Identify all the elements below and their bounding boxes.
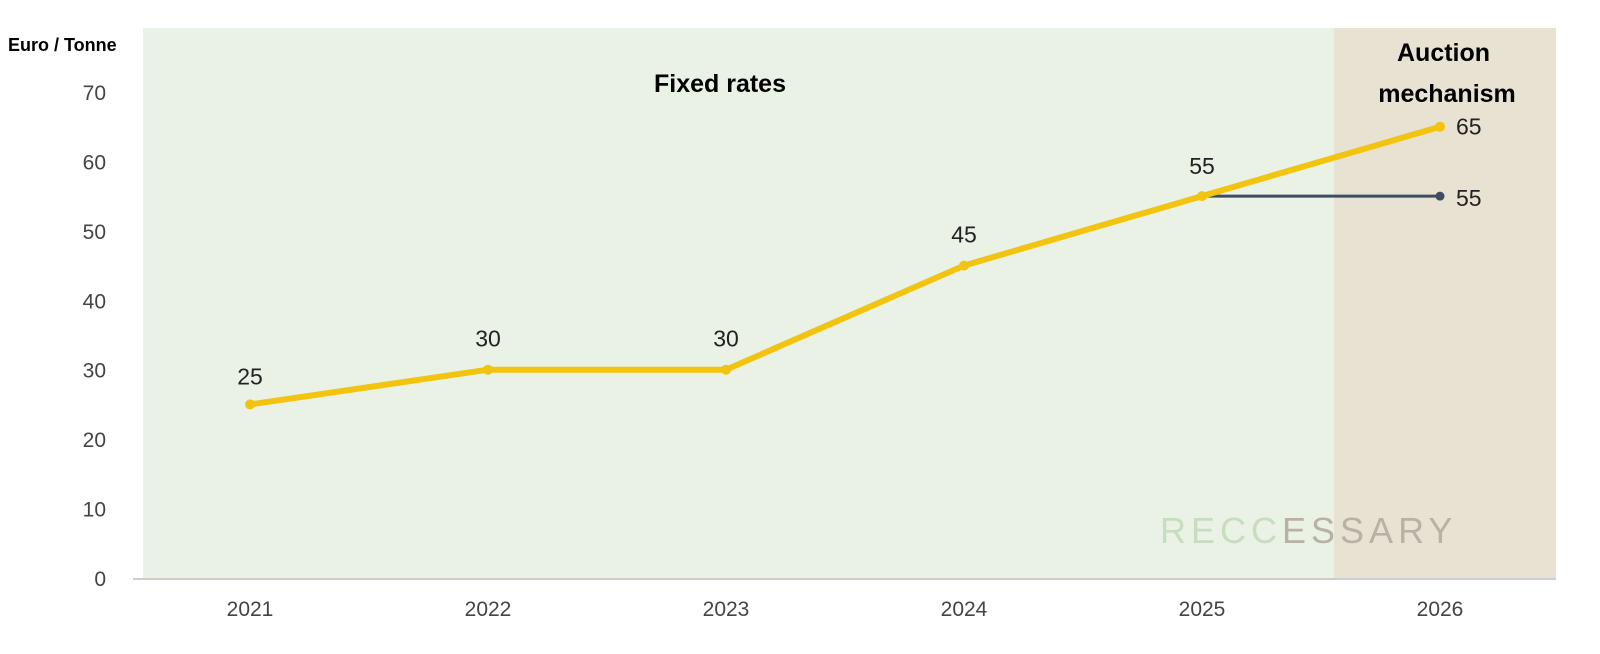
data-point — [721, 364, 731, 375]
y-tick-label: 30 — [83, 360, 106, 383]
auction-mechanism-region — [1334, 28, 1556, 578]
fixed-rates-region — [143, 28, 1334, 578]
data-labels: 25 30 30 45 55 65 55 — [237, 114, 1481, 390]
data-label: 25 — [237, 363, 263, 389]
y-tick-label: 0 — [94, 568, 106, 591]
watermark-part-2: ESSARY — [1282, 510, 1457, 551]
data-label: 30 — [475, 326, 501, 352]
data-point — [959, 260, 969, 271]
auction-label-line-1: Auction — [1397, 39, 1490, 67]
y-axis-label: Euro / Tonne — [8, 35, 117, 55]
auction-label-line-2: mechanism — [1378, 80, 1516, 108]
data-label: 65 — [1456, 114, 1482, 140]
y-tick-label: 40 — [83, 290, 106, 313]
x-axis-ticks: 2021 2022 2023 2024 2025 2026 — [227, 598, 1464, 621]
y-axis-ticks: 0 10 20 30 40 50 60 70 — [83, 82, 106, 591]
data-point — [1435, 121, 1445, 132]
x-tick-label: 2024 — [941, 598, 988, 621]
x-tick-label: 2022 — [465, 598, 512, 621]
x-tick-label: 2026 — [1417, 598, 1464, 621]
data-point — [1197, 191, 1207, 202]
y-tick-label: 20 — [83, 429, 106, 452]
series-lines — [249, 123, 1441, 408]
data-label: 55 — [1456, 185, 1482, 211]
series-line-0 — [249, 123, 1441, 408]
x-tick-label: 2021 — [227, 598, 274, 621]
data-point — [1435, 191, 1445, 201]
y-tick-label: 10 — [83, 499, 106, 522]
y-tick-label: 60 — [83, 151, 106, 174]
series-points — [245, 121, 1445, 410]
data-label: 55 — [1189, 153, 1215, 179]
y-tick-label: 70 — [83, 82, 106, 105]
fixed-rates-label: Fixed rates — [654, 70, 786, 98]
data-label: 45 — [951, 222, 977, 248]
auction-mechanism-label: Auction mechanism — [1378, 39, 1516, 108]
svg-text:RECCESSARY: RECCESSARY — [1160, 510, 1457, 551]
y-tick-label: 50 — [83, 221, 106, 244]
watermark-part-1: RECC — [1160, 510, 1282, 551]
x-tick-label: 2025 — [1179, 598, 1226, 621]
x-tick-label: 2023 — [703, 598, 750, 621]
data-point — [483, 364, 493, 375]
data-point — [245, 399, 255, 410]
watermark: RECCESSARY — [1160, 510, 1457, 551]
data-label: 30 — [713, 326, 739, 352]
